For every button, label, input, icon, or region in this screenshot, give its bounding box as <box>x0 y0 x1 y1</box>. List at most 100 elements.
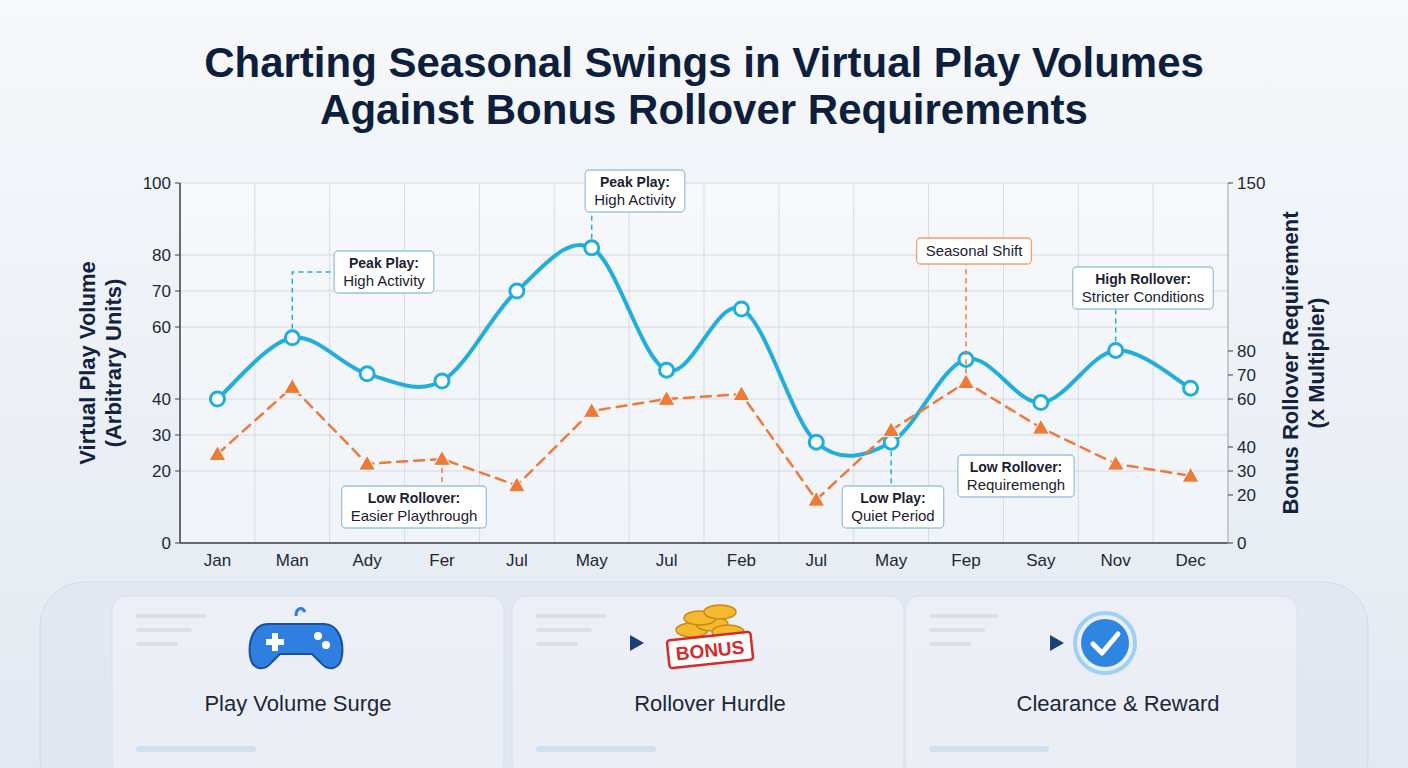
flow-deco <box>536 628 592 632</box>
annotation-box <box>342 486 487 528</box>
marker <box>883 422 900 437</box>
grid-line <box>180 399 1228 400</box>
x-tick-label: Jul <box>506 551 528 570</box>
series-line <box>217 382 1190 500</box>
annotation: Peak Play:High Activity <box>292 251 434 329</box>
flow-deco <box>136 628 192 632</box>
flow-deco <box>929 746 1049 752</box>
y2-axis <box>1228 183 1229 543</box>
y2-tick-label: 20 <box>1237 486 1256 505</box>
marker <box>210 392 224 406</box>
icon-part <box>250 624 343 668</box>
axis-title-line: (Arbitrary Units) <box>101 279 126 448</box>
leader-line <box>441 468 443 486</box>
leader-line <box>292 272 334 329</box>
leader-group <box>442 468 443 486</box>
y2-tick-label: 40 <box>1237 438 1256 457</box>
y2-tick <box>1228 351 1233 352</box>
y2-tick-label: 150 <box>1237 174 1265 193</box>
annotation-heading: Peak Play: <box>349 255 419 271</box>
badge-text: BONUS <box>675 636 745 664</box>
icon-part <box>266 633 284 651</box>
title-line: Charting Seasonal Swings in Virtual Play… <box>204 39 1204 86</box>
x-tick-label: Ady <box>352 551 382 570</box>
leader-line <box>1115 309 1117 341</box>
x-tick-label: Feb <box>727 551 756 570</box>
grid-line-v <box>329 183 330 543</box>
annotation-heading: Peak Play: <box>600 174 670 190</box>
leader-group <box>891 451 892 486</box>
x-tick-label: Fep <box>951 551 980 570</box>
y-tick <box>175 291 180 292</box>
y-axis-title: Virtual Play Volume(Arbitrary Units) <box>75 261 126 464</box>
marker <box>958 374 975 389</box>
grid-line <box>180 183 1228 184</box>
y2-tick-label: 30 <box>1237 462 1256 481</box>
marker <box>1034 396 1048 410</box>
flow-deco <box>536 614 606 618</box>
y-tick-label: 70 <box>152 282 171 301</box>
marker <box>734 302 748 316</box>
flow-card <box>112 596 504 768</box>
y-axis <box>179 183 181 543</box>
marker <box>209 446 226 461</box>
y2-tick <box>1228 399 1233 400</box>
flow-arrowhead <box>630 635 644 651</box>
marker <box>808 491 825 506</box>
marker <box>1184 381 1198 395</box>
plot-area <box>180 183 1228 543</box>
grid-line <box>180 327 1228 328</box>
y2-tick <box>1228 543 1233 544</box>
grid-line <box>180 543 1228 544</box>
marker <box>285 331 299 345</box>
annotation-box <box>958 455 1074 497</box>
annotation-text: Easier Playthrough <box>351 507 478 524</box>
y2-tick <box>1228 447 1233 448</box>
annotation-box <box>842 486 943 528</box>
flow-arrowhead <box>1050 635 1064 651</box>
marker <box>733 386 750 401</box>
grid-line-v <box>704 183 705 543</box>
flow-label: Rollover Hurdle <box>634 691 786 716</box>
flow-card <box>512 596 904 768</box>
flow-label: Clearance & Reward <box>1017 691 1220 716</box>
marker <box>1182 467 1199 482</box>
icon-part <box>314 632 322 640</box>
y2-tick <box>1228 183 1233 184</box>
flow-deco <box>536 746 656 752</box>
y-tick <box>175 399 180 400</box>
annotation: Seasonal Shift <box>917 238 1032 373</box>
marker <box>359 455 376 470</box>
x-tick-label: Jul <box>656 551 678 570</box>
y-tick-label: 30 <box>152 426 171 445</box>
badge: BONUS <box>667 632 753 669</box>
flow-arrow <box>362 641 634 645</box>
x-tick-label: Nov <box>1101 551 1132 570</box>
title: Charting Seasonal Swings in Virtual Play… <box>204 39 1204 133</box>
icon-part <box>1075 613 1135 673</box>
y2-tick-label: 60 <box>1237 390 1256 409</box>
marker <box>434 451 451 466</box>
series-group <box>209 241 1199 506</box>
x-tick-label: Jul <box>805 551 827 570</box>
grid-line-v <box>554 183 555 543</box>
y2-tick <box>1228 495 1233 496</box>
marker <box>1032 419 1049 434</box>
grid-line-v <box>778 183 779 543</box>
annotation: Peak Play:High Activity <box>585 170 685 239</box>
marker <box>510 284 524 298</box>
marker <box>583 403 600 418</box>
y2-tick-label: 70 <box>1237 366 1256 385</box>
flow-deco <box>929 628 985 632</box>
leader-line <box>890 451 892 486</box>
annotation-box <box>585 170 685 212</box>
annotation-heading: Low Rollover: <box>368 490 461 506</box>
y2-tick <box>1228 471 1233 472</box>
flow-arrow <box>782 641 1054 645</box>
marker <box>660 363 674 377</box>
y-tick <box>175 327 180 328</box>
grid-line-v <box>1078 183 1079 543</box>
annotation: Low Play:Quiet Period <box>842 451 943 528</box>
flow-panel: BONUSPlay Volume SurgeRollover HurdleCle… <box>40 582 1368 768</box>
leader-line <box>591 212 593 239</box>
